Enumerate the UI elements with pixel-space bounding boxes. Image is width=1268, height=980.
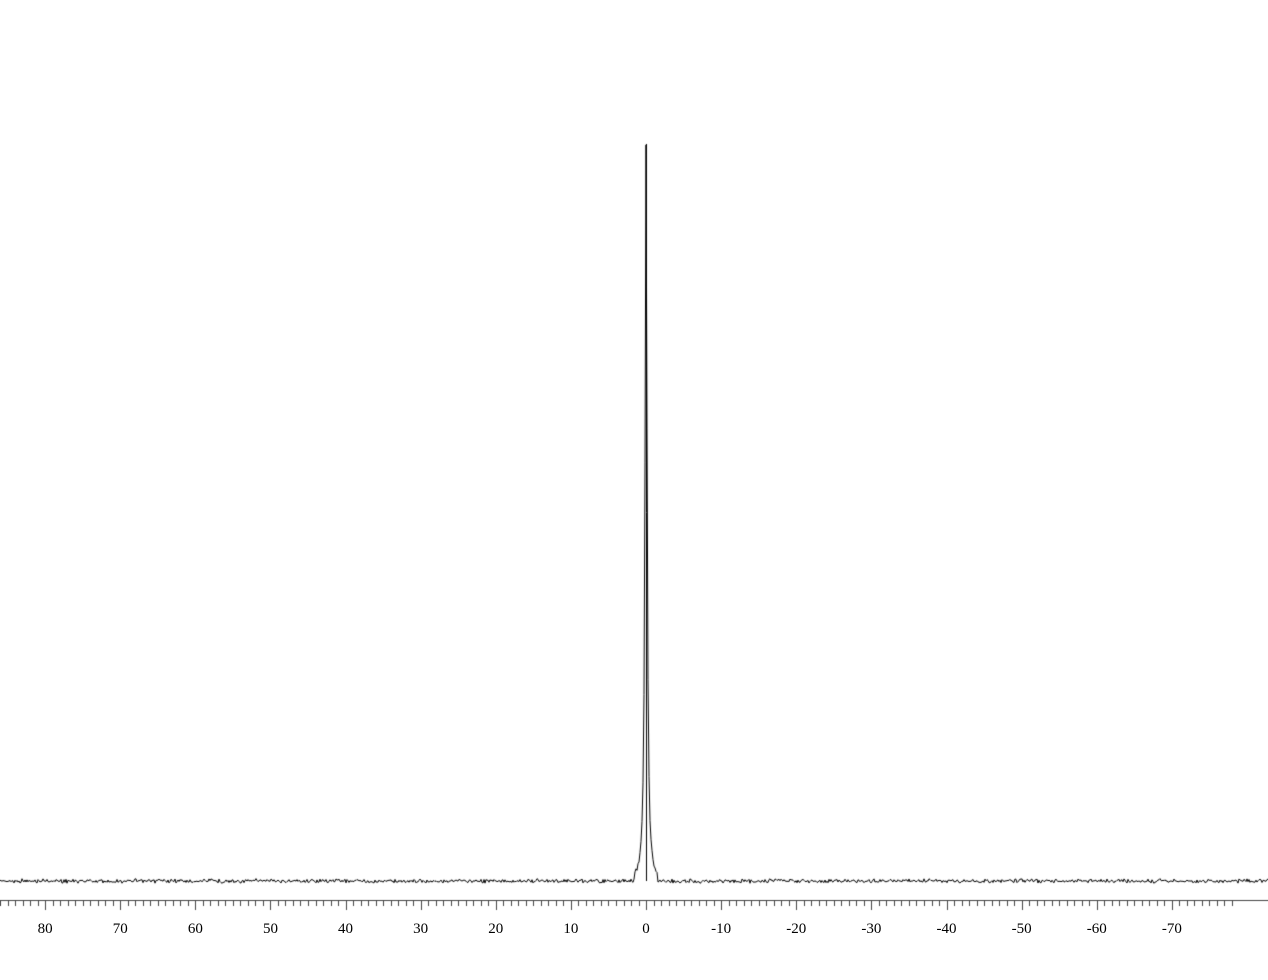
x-axis-tick-label: -30 <box>861 921 881 938</box>
x-axis-tick-label: -10 <box>711 921 731 938</box>
x-axis-tick-label: 30 <box>413 921 428 938</box>
x-axis-tick-label: -50 <box>1012 921 1032 938</box>
x-axis-tick-label: 80 <box>38 921 53 938</box>
x-axis-tick-label: -70 <box>1162 921 1182 938</box>
x-axis-tick-label: 0 <box>642 921 650 938</box>
x-axis-tick-label: 40 <box>338 921 353 938</box>
x-axis-tick-label: 70 <box>113 921 128 938</box>
x-axis-tick-label: 50 <box>263 921 278 938</box>
x-axis-tick-label: 20 <box>488 921 503 938</box>
x-axis-tick-label: -20 <box>786 921 806 938</box>
x-axis-tick-label: -60 <box>1087 921 1107 938</box>
x-axis-tick-label: 10 <box>563 921 578 938</box>
x-axis-tick-label: 60 <box>188 921 203 938</box>
x-axis-tick-label: -40 <box>937 921 957 938</box>
nmr-spectrum-canvas <box>0 0 1268 980</box>
